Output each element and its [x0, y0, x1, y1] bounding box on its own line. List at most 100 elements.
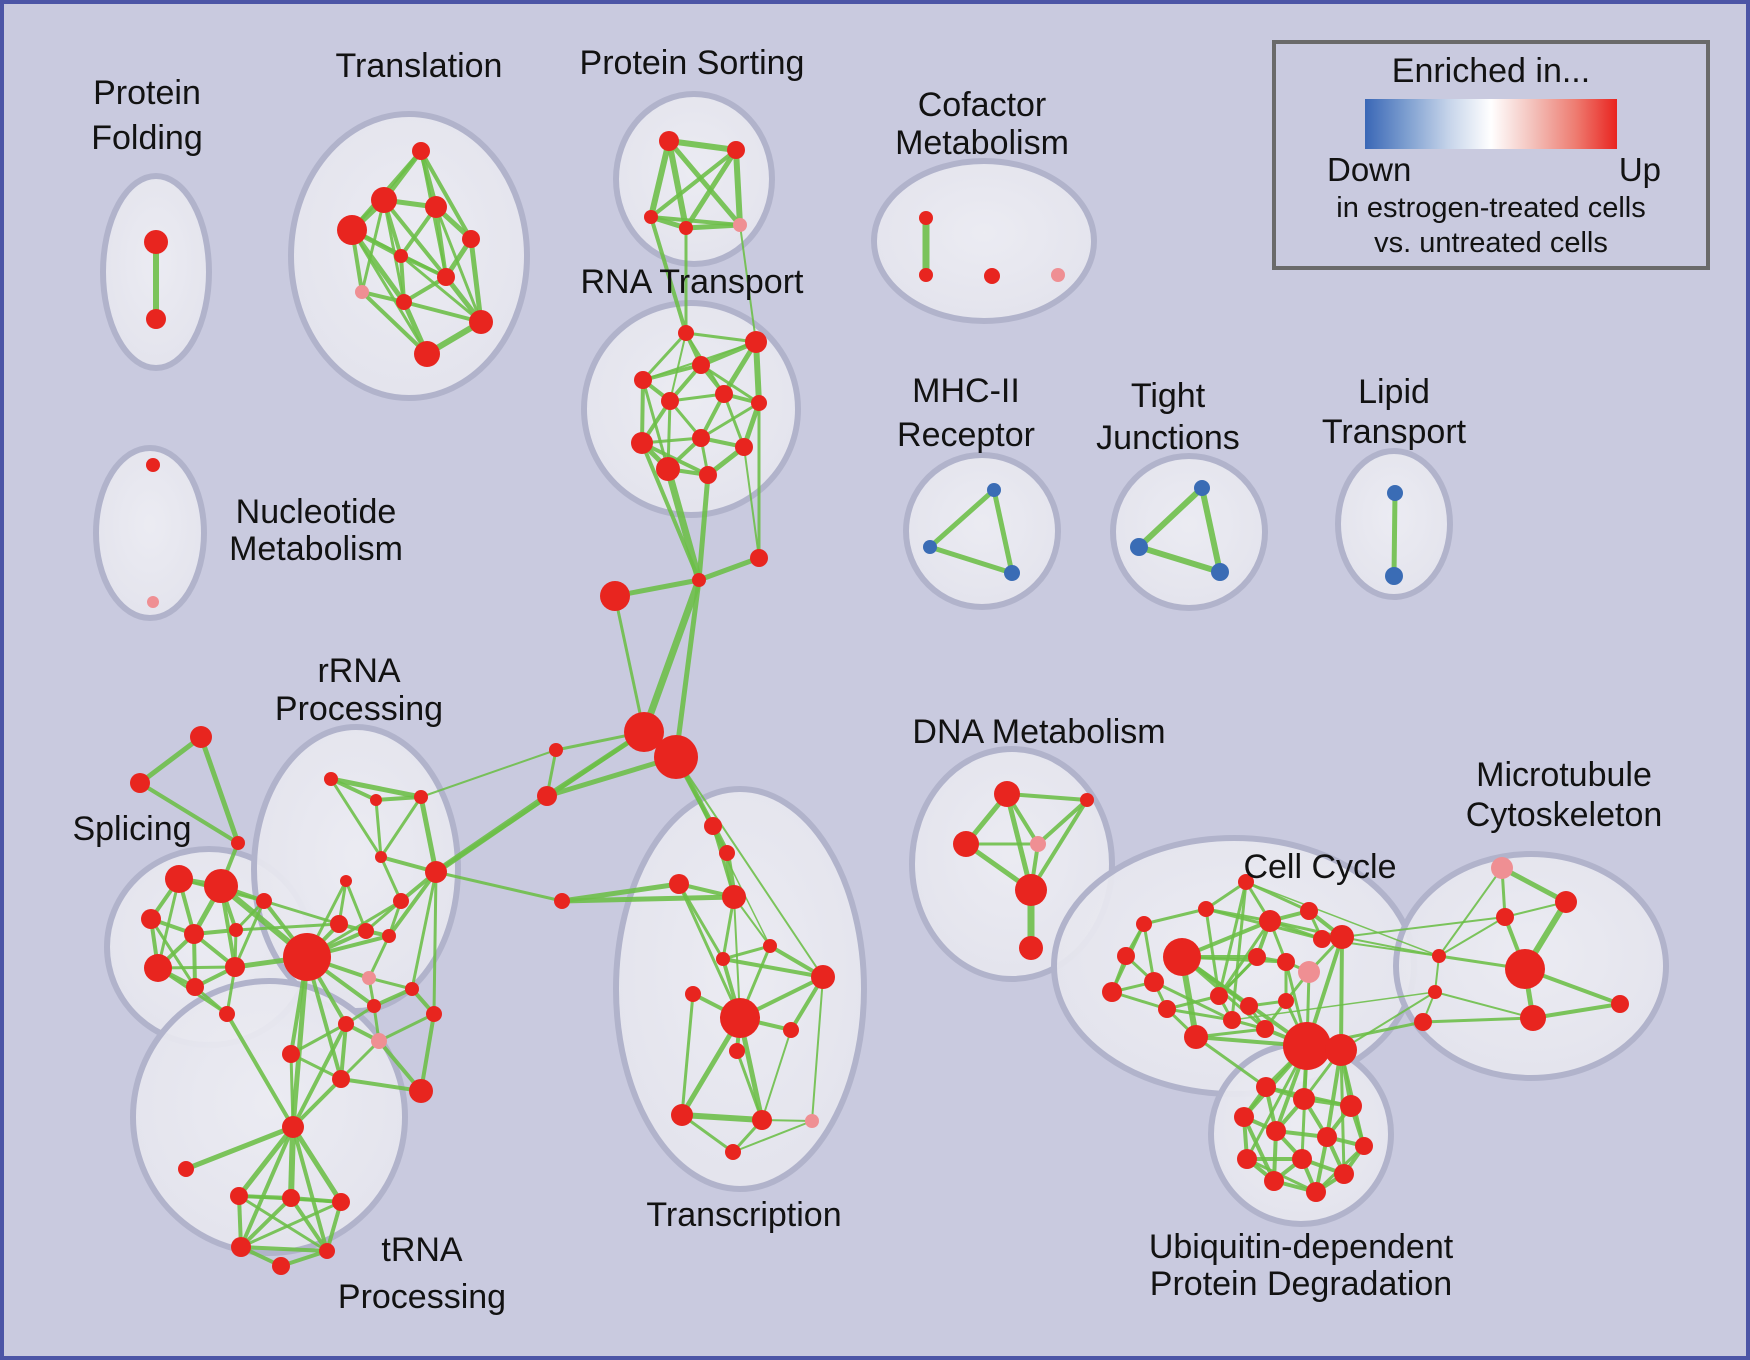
edge: [1499, 865, 1569, 905]
ubiquitin-node: [1264, 1171, 1284, 1191]
splicing-node: [225, 957, 245, 977]
cell_cycle-label: Cell Cycle: [1243, 848, 1396, 886]
edge: [677, 882, 742, 1020]
edge: [339, 1077, 423, 1093]
transcription-node: [783, 1022, 799, 1038]
rna_transport-node: [634, 371, 652, 389]
edge: [379, 855, 403, 903]
edge: [991, 487, 1015, 576]
cell_cycle-node: [1283, 1022, 1331, 1070]
nucleotide-node: [146, 458, 160, 472]
protein_sorting-node: [679, 221, 693, 235]
protein_folding-label: Protein Folding: [91, 74, 203, 157]
edge: [360, 198, 386, 294]
connectors-node: [600, 581, 630, 611]
ubiquitin-node: [1355, 1137, 1373, 1155]
edge: [684, 331, 758, 344]
rrna-node: [371, 1033, 387, 1049]
cell_cycle-node: [1325, 1034, 1357, 1066]
splicing-node: [141, 909, 161, 929]
edge: [735, 1049, 764, 1122]
rrna-node: [393, 893, 409, 909]
cell_cycle-node: [1198, 901, 1214, 917]
translation-node: [355, 285, 369, 299]
edge: [1245, 881, 1440, 957]
ubiquitin-node: [1234, 1107, 1254, 1127]
legend-caption-line1: in estrogen-treated cells: [1336, 192, 1646, 224]
rrna-node: [362, 971, 376, 985]
connectors-node: [537, 786, 557, 806]
edge: [699, 363, 761, 405]
tight-node: [1211, 563, 1229, 581]
ubiquitin-label: Ubiquitin-dependent Protein Degradation: [1149, 1228, 1454, 1303]
cell_cycle-node: [1158, 1000, 1176, 1018]
splicing-node: [256, 893, 272, 909]
connectors-node: [554, 893, 570, 909]
translation-node: [462, 230, 480, 248]
edge: [743, 446, 760, 559]
ubiquitin-node: [1293, 1088, 1315, 1110]
trna-node: [230, 1187, 248, 1205]
splicing-node: [184, 924, 204, 944]
protein_sorting-label: Protein Sorting: [580, 44, 805, 82]
connectors-node: [624, 712, 664, 752]
translation-node: [425, 196, 447, 218]
cell_cycle-node: [1136, 916, 1152, 932]
edge: [1217, 955, 1259, 998]
ubiquitin-node: [1340, 1095, 1362, 1117]
rna_transport-node: [692, 356, 710, 374]
edge: [233, 899, 266, 969]
dna-node: [953, 831, 979, 857]
rrna-node: [414, 790, 428, 804]
edge: [419, 1012, 436, 1093]
rrna-node: [425, 861, 447, 883]
edge: [149, 917, 197, 989]
edge: [239, 1196, 293, 1249]
legend-down-label: Down: [1327, 151, 1412, 188]
edge: [1199, 485, 1223, 575]
rrna-node: [367, 999, 381, 1013]
edge: [640, 576, 703, 736]
mhc-node: [1004, 565, 1020, 581]
rrna-node: [409, 1079, 433, 1103]
ubiquitin-node: [1256, 1077, 1276, 1097]
protein_sorting-node: [644, 210, 658, 224]
dna-node: [994, 781, 1020, 807]
edge: [1217, 880, 1248, 998]
rrna-label: rRNA Processing: [275, 652, 443, 728]
edge: [137, 734, 204, 786]
lipid-node: [1387, 485, 1403, 501]
transcription-node: [704, 817, 722, 835]
edge: [262, 899, 341, 926]
cell_cycle-node: [1330, 925, 1354, 949]
transcription-node: [685, 986, 701, 1002]
cell_cycle-node: [1240, 997, 1258, 1015]
splicing-label: Splicing: [72, 810, 191, 848]
edge: [722, 392, 746, 449]
translation-node: [337, 215, 367, 245]
edge: [1438, 867, 1503, 957]
splicing-node: [186, 978, 204, 996]
edge: [367, 934, 391, 980]
q_triangle-node: [130, 773, 150, 793]
edge: [1341, 916, 1506, 938]
edge: [138, 781, 240, 845]
edge: [733, 147, 743, 228]
mhc-label: MHC-II Receptor: [897, 372, 1035, 454]
edge: [1004, 791, 1034, 893]
edge: [721, 944, 772, 961]
splicing-node: [219, 1006, 235, 1022]
rna_transport-node: [715, 385, 733, 403]
rrna-node: [338, 1016, 354, 1032]
edge: [811, 976, 824, 1122]
edge: [696, 472, 711, 583]
dna-node: [1015, 874, 1047, 906]
edge: [434, 205, 448, 279]
edge: [666, 138, 739, 153]
edge: [927, 544, 1015, 576]
edge: [290, 1124, 344, 1205]
edge: [679, 1112, 765, 1123]
nucleotide-label: Nucleotide Metabolism: [229, 493, 403, 568]
microtubule-node: [1520, 1005, 1546, 1031]
splicing-node: [165, 865, 193, 893]
